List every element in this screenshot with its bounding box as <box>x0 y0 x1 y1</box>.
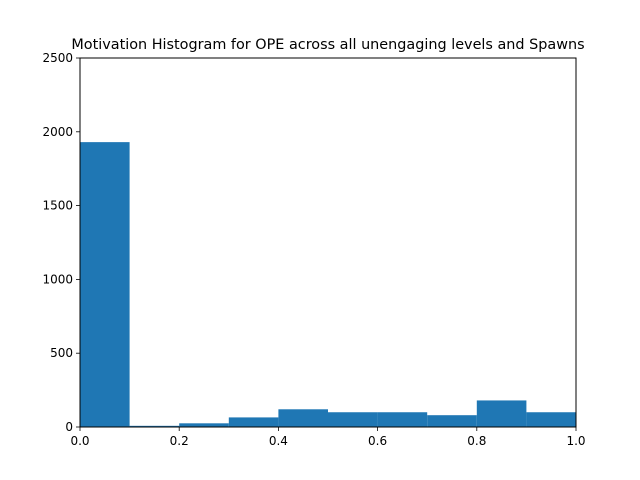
x-tick-label: 1.0 <box>566 434 585 448</box>
x-tick-label: 0.2 <box>170 434 189 448</box>
histogram-bar <box>377 412 428 427</box>
histogram-bar <box>129 425 180 427</box>
bars <box>80 142 576 427</box>
histogram-bar <box>80 142 130 427</box>
y-tick-label: 1000 <box>42 272 73 286</box>
histogram-bar <box>179 423 229 427</box>
y-axis: 0 500 1000 1500 2000 2500 <box>42 51 80 434</box>
histogram-bar <box>526 412 576 427</box>
histogram-bar <box>228 417 279 427</box>
y-tick-label: 500 <box>50 346 73 360</box>
histogram-bar <box>278 409 328 427</box>
chart-title: Motivation Histogram for OPE across all … <box>71 37 584 53</box>
x-tick-label: 0.6 <box>368 434 387 448</box>
histogram-bar <box>427 415 477 427</box>
plot-frame <box>79 57 577 428</box>
x-tick-label: 0.0 <box>70 434 89 448</box>
y-tick-label: 1500 <box>42 199 73 213</box>
x-axis: 0.0 0.2 0.4 0.6 0.8 1.0 <box>70 427 586 448</box>
y-tick-label: 2000 <box>42 125 73 139</box>
x-tick-label: 0.8 <box>467 434 486 448</box>
histogram-bar <box>476 400 527 427</box>
y-tick-label: 0 <box>65 420 73 434</box>
x-tick-label: 0.4 <box>269 434 288 448</box>
y-tick-label: 2500 <box>42 51 73 65</box>
histogram-bar <box>328 412 378 427</box>
